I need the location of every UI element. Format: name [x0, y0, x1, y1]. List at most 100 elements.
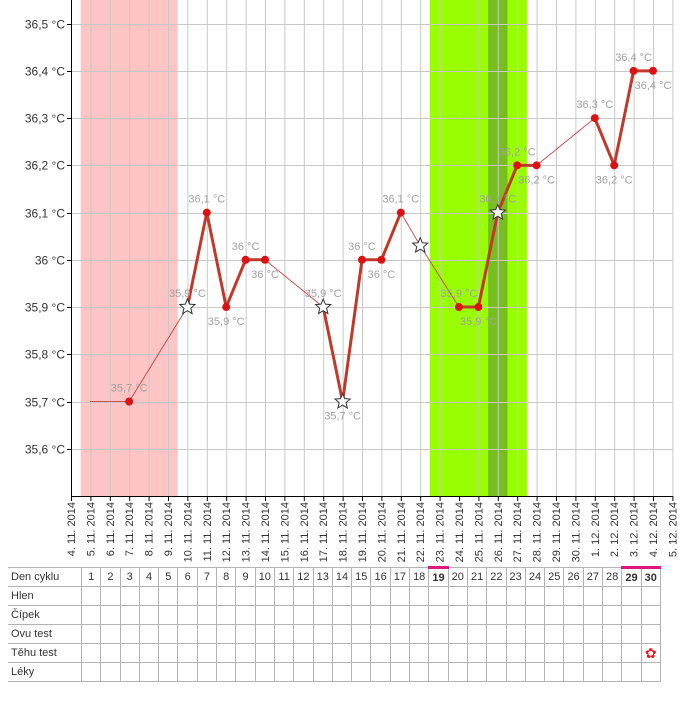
cycle-cell: [216, 643, 237, 663]
cycle-cell: [505, 586, 526, 606]
cycle-day-cell: 11: [273, 567, 295, 587]
x-tick-label: 28. 11. 2014: [532, 502, 544, 562]
cycle-cell: [505, 662, 526, 682]
star-point-icon: [333, 392, 352, 410]
x-tick-label: 30. 11. 2014: [570, 502, 582, 562]
temp-point: [590, 114, 599, 123]
cycle-cell: [582, 662, 604, 682]
cycle-cell: [621, 643, 642, 663]
cycle-cell: [544, 624, 565, 644]
cycle-cell: [196, 605, 218, 625]
temp-line: [476, 211, 500, 309]
cycle-row: Léky: [8, 662, 661, 682]
temp-point: [377, 255, 386, 264]
cycle-cell: [370, 662, 391, 682]
cycle-day-cell: 14: [331, 567, 353, 587]
temp-line: [341, 258, 364, 404]
cycle-row: Čípek: [8, 605, 661, 625]
x-tick-label: 2. 12. 2014: [609, 502, 621, 557]
cycle-cell: [524, 662, 546, 682]
data-label: 36,2 °C: [596, 174, 633, 186]
star-point-icon: [488, 203, 507, 221]
cycle-cell: [138, 624, 160, 644]
y-tick-label: 36,3 °C: [25, 112, 65, 126]
cycle-cell: [621, 662, 642, 682]
cycle-day-cell: 29: [621, 566, 642, 587]
cycle-cell: [351, 605, 372, 625]
cycle-cell: [409, 605, 430, 625]
x-tick-label: 26. 11. 2014: [493, 502, 505, 562]
cycle-cell: [389, 662, 411, 682]
cycle-cell: [273, 662, 295, 682]
cycle-cell: [235, 605, 256, 625]
cycle-row-label: Těhu test: [8, 643, 82, 663]
x-tick-label: 22. 11. 2014: [415, 502, 427, 562]
x-tick-label: 17. 11. 2014: [318, 502, 330, 562]
x-tick-label: 23. 11. 2014: [435, 502, 447, 562]
cycle-cell: [370, 643, 391, 663]
y-tick-label: 36 °C: [35, 254, 65, 268]
cycle-cell: [640, 586, 661, 606]
cycle-cell: [582, 586, 604, 606]
data-label: 36,2 °C: [499, 146, 536, 158]
bbt-chart: 35,6 °C 35,7 °C 35,8 °C 35,9 °C 36 °C 36,1 °C…: [25, 0, 679, 562]
cycle-cell: [216, 662, 237, 682]
cycle-cell: [158, 586, 179, 606]
y-tick-label: 35,6 °C: [25, 443, 65, 457]
cycle-cell: [447, 586, 468, 606]
cycle-day-cell: 21: [466, 567, 488, 587]
cycle-day-cell: 26: [563, 567, 584, 587]
cycle-cell: [312, 662, 333, 682]
cycle-cell: [505, 605, 526, 625]
cycle-cell: [293, 662, 314, 682]
cycle-day-cell: 3: [119, 567, 140, 587]
cycle-table: Den cyklu 1 2 3 4 5 6 7 8 9 10 11 12 13 14 15 16 17 18 19 20…: [8, 566, 661, 682]
chart-grid: [71, 0, 674, 496]
cycle-cell: [177, 662, 198, 682]
cycle-cell: [119, 605, 140, 625]
cycle-cell: [138, 605, 160, 625]
x-tick-label: 4. 11. 2014: [66, 502, 78, 556]
cycle-cell: [235, 586, 256, 606]
x-tick-label: 20. 11. 2014: [376, 502, 388, 562]
cycle-day-cell: 9: [235, 567, 256, 587]
data-label: 35,7 °C: [324, 411, 361, 423]
cycle-cell: [216, 624, 237, 644]
cycle-day-cell: 18: [409, 567, 430, 587]
cycle-cell: [621, 624, 642, 644]
cycle-day-cell: 4: [138, 567, 160, 587]
data-label: 35,9 °C: [169, 288, 206, 300]
cycle-cell: [331, 643, 353, 663]
temp-point: [241, 255, 250, 264]
cycle-cell: [621, 605, 642, 625]
cycle-cell: [235, 624, 256, 644]
cycle-day-cell: 8: [216, 567, 237, 587]
cycle-cell: [524, 586, 546, 606]
cycle-cell: [621, 586, 642, 606]
temp-line-dotted: [264, 259, 324, 308]
cycle-row: Den cyklu 1 2 3 4 5 6 7 8 9 10 11 12 13 14 15 16 17 18 19 20…: [8, 566, 661, 587]
y-tick-label: 36,2 °C: [25, 159, 65, 173]
cycle-day-cell: 27: [582, 567, 604, 587]
chart-labels: 35,7 °C 35,9 °C 36,1 °C 35,9 °C 36 °C 36 °C 35…: [111, 52, 672, 423]
cycle-cell: [466, 624, 488, 644]
cycle-cell: [602, 643, 623, 663]
cycle-cell: [544, 662, 565, 682]
cycle-cell: [428, 624, 449, 644]
cycle-cell: [80, 662, 102, 682]
temp-line: [321, 305, 345, 404]
cycle-cell: [80, 624, 102, 644]
cycle-day-cell: 1: [80, 567, 102, 587]
cycle-cell: [351, 643, 372, 663]
cycle-day-cell: 22: [486, 567, 507, 587]
cycle-cell: [428, 586, 449, 606]
cycle-cell: [177, 643, 198, 663]
cycle-cell: [563, 643, 584, 663]
cycle-day-cell: 20: [447, 567, 468, 587]
cycle-cell: [293, 643, 314, 663]
cycle-cell: ✿: [640, 643, 661, 663]
data-label: 36,4 °C: [635, 80, 672, 92]
cycle-cell: [389, 586, 411, 606]
cycle-day-cell: 30: [640, 566, 661, 587]
cycle-day-cell: 28: [602, 567, 623, 587]
